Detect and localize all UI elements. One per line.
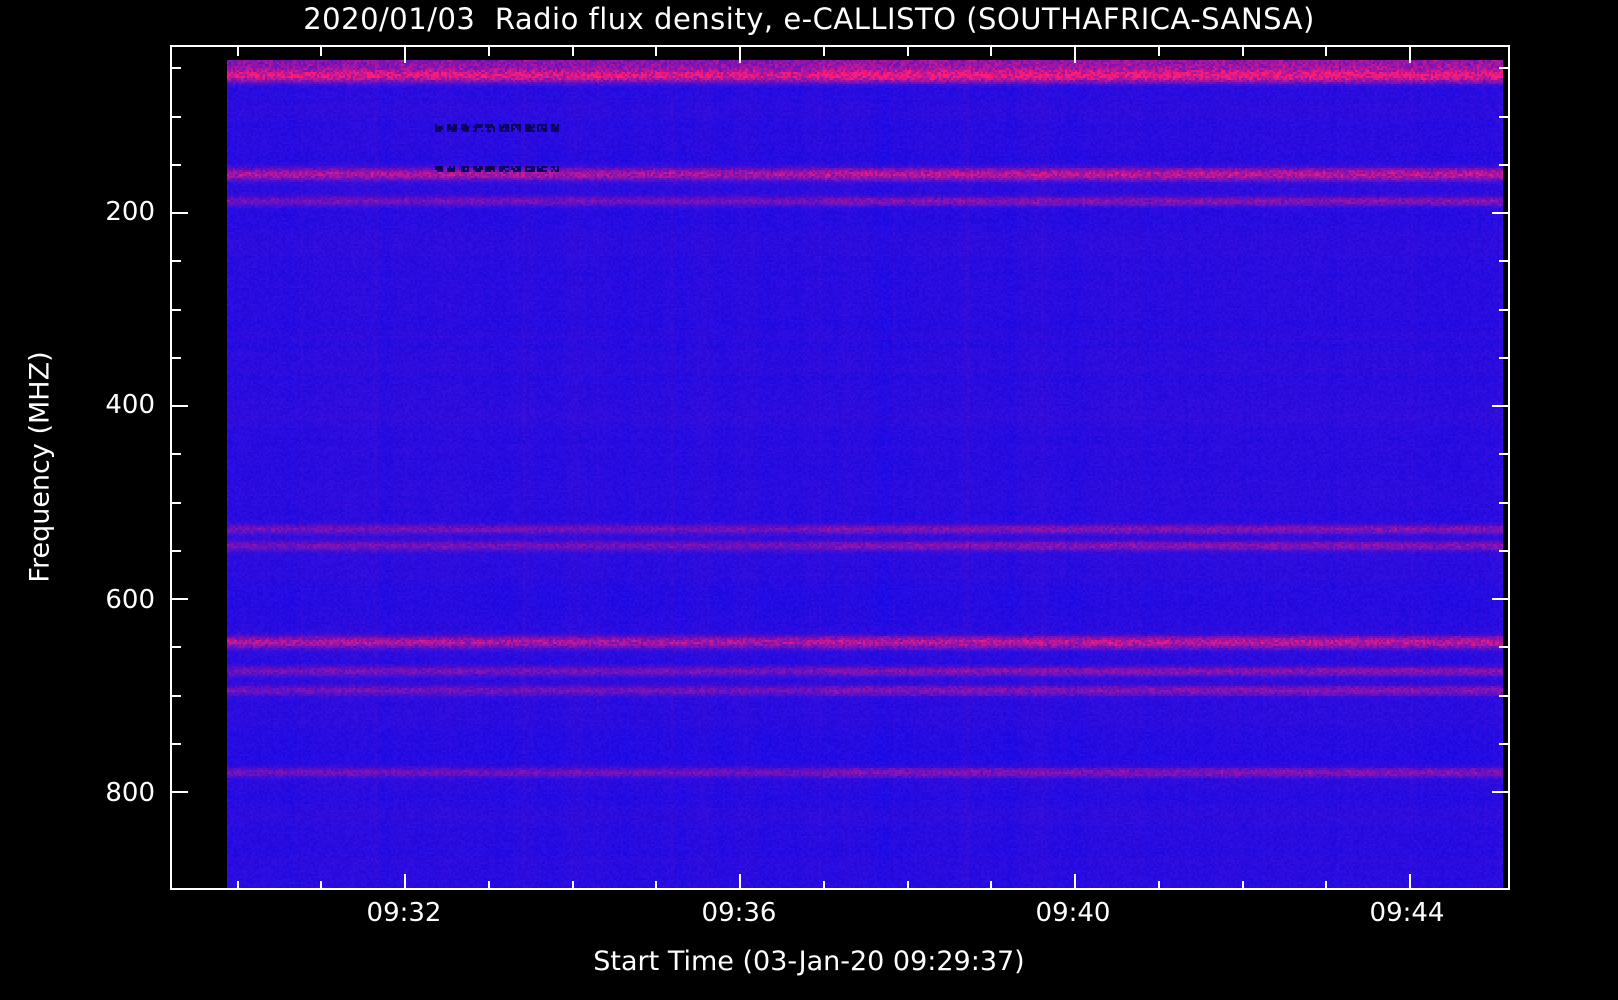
y-major-tick bbox=[172, 405, 188, 407]
spectrogram-canvas bbox=[227, 60, 1503, 890]
x-minor-tick bbox=[990, 881, 992, 890]
y-minor-tick bbox=[172, 260, 181, 262]
y-minor-tick bbox=[172, 550, 181, 552]
x-major-tick-top bbox=[739, 47, 741, 63]
x-minor-tick bbox=[237, 881, 239, 890]
y-minor-tick bbox=[172, 453, 181, 455]
x-minor-tick-top bbox=[572, 47, 574, 56]
y-major-tick bbox=[172, 791, 188, 793]
x-minor-tick-top bbox=[907, 47, 909, 56]
x-minor-tick-top bbox=[320, 47, 322, 56]
y-minor-tick bbox=[172, 646, 181, 648]
y-minor-tick-right bbox=[1499, 695, 1508, 697]
x-major-tick-top bbox=[1074, 47, 1076, 63]
x-minor-tick bbox=[488, 881, 490, 890]
y-major-tick-right bbox=[1492, 598, 1508, 600]
x-minor-tick bbox=[572, 881, 574, 890]
spectrogram-image bbox=[227, 60, 1503, 890]
y-minor-tick bbox=[172, 67, 181, 69]
y-major-tick-right bbox=[1492, 212, 1508, 214]
y-minor-tick-right bbox=[1499, 453, 1508, 455]
y-minor-tick bbox=[172, 309, 181, 311]
y-minor-tick bbox=[172, 743, 181, 745]
x-major-tick bbox=[739, 874, 741, 890]
x-minor-tick-top bbox=[237, 47, 239, 56]
x-minor-tick bbox=[655, 881, 657, 890]
x-tick-label: 09:40 bbox=[1035, 898, 1111, 928]
y-tick-label: 400 bbox=[105, 390, 155, 420]
x-minor-tick-top bbox=[1158, 47, 1160, 56]
x-minor-tick bbox=[1158, 881, 1160, 890]
x-tick-label: 09:44 bbox=[1369, 898, 1445, 928]
y-tick-label: 200 bbox=[105, 197, 155, 227]
x-axis-title: Start Time (03-Jan-20 09:29:37) bbox=[593, 946, 1025, 977]
x-minor-tick bbox=[907, 881, 909, 890]
y-minor-tick-right bbox=[1499, 743, 1508, 745]
y-minor-tick bbox=[172, 502, 181, 504]
y-major-tick-right bbox=[1492, 791, 1508, 793]
x-minor-tick bbox=[823, 881, 825, 890]
x-minor-tick-top bbox=[823, 47, 825, 56]
y-minor-tick-right bbox=[1499, 550, 1508, 552]
x-minor-tick-top bbox=[655, 47, 657, 56]
y-major-tick bbox=[172, 212, 188, 214]
x-major-tick bbox=[1074, 874, 1076, 890]
y-major-tick bbox=[172, 598, 188, 600]
y-axis-title: Frequency (MHZ) bbox=[24, 351, 56, 583]
plot-frame bbox=[170, 45, 1510, 890]
y-tick-label: 800 bbox=[105, 778, 155, 808]
x-major-tick-top bbox=[1409, 47, 1411, 63]
y-minor-tick-right bbox=[1499, 67, 1508, 69]
x-major-tick bbox=[1409, 874, 1411, 890]
x-tick-label: 09:36 bbox=[701, 898, 777, 928]
x-minor-tick bbox=[1325, 881, 1327, 890]
y-minor-tick-right bbox=[1499, 164, 1508, 166]
y-tick-label: 600 bbox=[105, 585, 155, 615]
figure-title: 2020/01/03 Radio flux density, e-CALLIST… bbox=[303, 2, 1315, 36]
y-minor-tick-right bbox=[1499, 646, 1508, 648]
y-minor-tick-right bbox=[1499, 309, 1508, 311]
x-minor-tick-top bbox=[1242, 47, 1244, 56]
x-tick-label: 09:32 bbox=[366, 898, 442, 928]
x-minor-tick-top bbox=[990, 47, 992, 56]
y-minor-tick-right bbox=[1499, 502, 1508, 504]
y-minor-tick-right bbox=[1499, 357, 1508, 359]
y-minor-tick-right bbox=[1499, 260, 1508, 262]
x-major-tick bbox=[404, 874, 406, 890]
x-minor-tick bbox=[320, 881, 322, 890]
x-minor-tick bbox=[1242, 881, 1244, 890]
y-minor-tick-right bbox=[1499, 116, 1508, 118]
y-minor-tick bbox=[172, 357, 181, 359]
y-minor-tick bbox=[172, 164, 181, 166]
y-major-tick-right bbox=[1492, 405, 1508, 407]
x-minor-tick-top bbox=[1325, 47, 1327, 56]
y-minor-tick bbox=[172, 695, 181, 697]
x-major-tick-top bbox=[404, 47, 406, 63]
x-minor-tick-top bbox=[488, 47, 490, 56]
y-minor-tick bbox=[172, 116, 181, 118]
